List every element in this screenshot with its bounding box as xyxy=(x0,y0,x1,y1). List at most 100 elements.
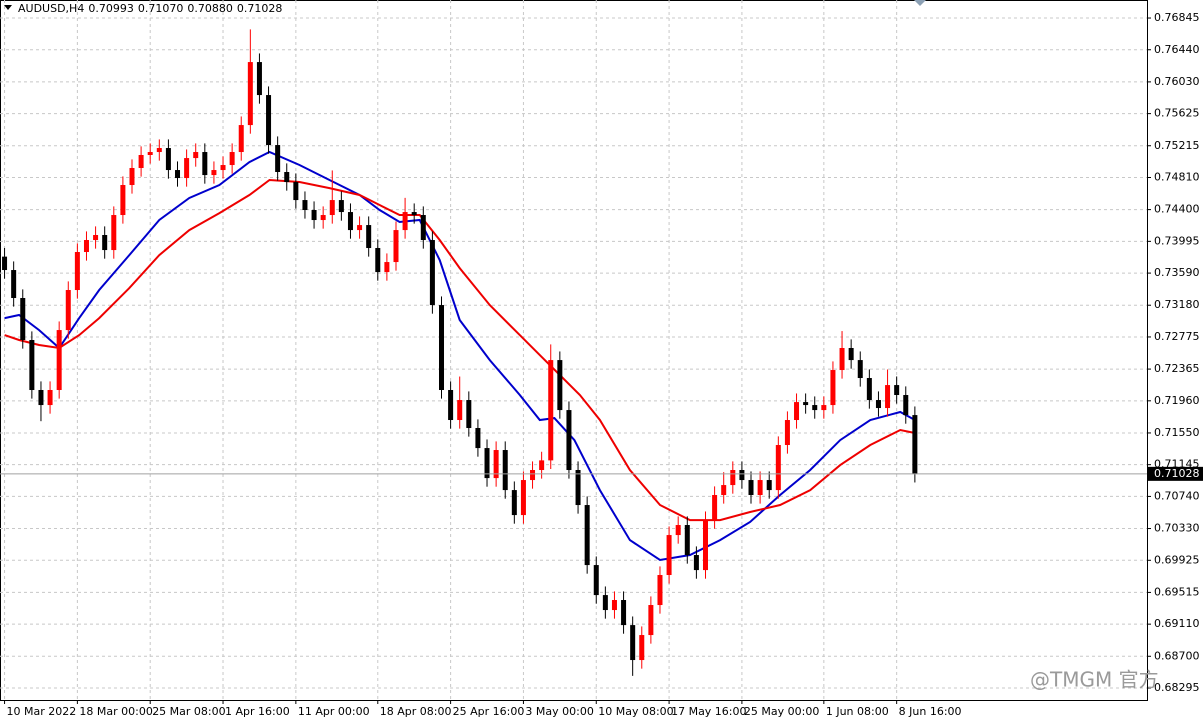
x-tick-label: 18 Apr 08:00 xyxy=(380,705,452,718)
candle-body xyxy=(648,605,654,636)
x-tick-label: 1 Apr 16:00 xyxy=(225,705,290,718)
x-tick-label: 10 May 08:00 xyxy=(598,705,673,718)
candle-body xyxy=(366,225,372,249)
candle-body xyxy=(156,148,162,153)
candle-body xyxy=(284,172,290,183)
current-price-label: 0.71028 xyxy=(1154,467,1200,480)
y-tick-label: 0.75215 xyxy=(1154,139,1200,152)
y-tick-label: 0.73995 xyxy=(1154,234,1200,247)
y-tick-label: 0.68700 xyxy=(1154,649,1200,662)
candle-body xyxy=(102,235,108,251)
candle-body xyxy=(475,428,481,449)
y-tick-label: 0.74810 xyxy=(1154,170,1200,183)
candle-body xyxy=(302,200,308,211)
candle-body xyxy=(593,565,599,596)
candle-body xyxy=(238,125,244,153)
candle-body xyxy=(766,480,772,491)
candle-body xyxy=(611,600,617,611)
candle-body xyxy=(411,212,417,216)
candle-body xyxy=(220,165,226,171)
y-tick-label: 0.69515 xyxy=(1154,585,1200,598)
candle-body xyxy=(65,290,71,331)
candle-body xyxy=(275,145,281,173)
candle-body xyxy=(439,305,445,391)
y-tick-label: 0.72365 xyxy=(1154,362,1200,375)
candle-body xyxy=(866,378,872,401)
candle-body xyxy=(575,470,581,506)
candle-body xyxy=(775,445,781,491)
current-price-box xyxy=(1148,466,1203,481)
x-tick-label: 11 Apr 00:00 xyxy=(298,705,370,718)
candle-body xyxy=(111,215,117,251)
candle-body xyxy=(721,485,727,496)
plot-frame xyxy=(0,0,1148,701)
candle-body xyxy=(138,154,144,169)
candle-body xyxy=(739,470,745,481)
y-tick-label: 0.76440 xyxy=(1154,43,1200,56)
candle-body xyxy=(375,248,381,273)
candle-body xyxy=(293,182,299,201)
candle-body xyxy=(448,390,454,421)
moving-averages xyxy=(4,150,916,562)
candle-body xyxy=(83,240,89,253)
candle-body xyxy=(93,235,99,241)
candle-body xyxy=(347,212,353,231)
chart-header: AUDUSD,H4 0.70993 0.71070 0.70880 0.71028 xyxy=(18,2,282,15)
candle-body xyxy=(120,185,126,216)
candle-body xyxy=(639,635,645,661)
candle-body xyxy=(38,390,44,406)
candle-body xyxy=(29,340,35,391)
y-tick-label: 0.69925 xyxy=(1154,553,1200,566)
y-tick-label: 0.71960 xyxy=(1154,394,1200,407)
moving-average-line xyxy=(4,150,916,562)
candle-body xyxy=(748,480,754,496)
x-tick-label: 25 Apr 16:00 xyxy=(453,705,525,718)
moving-average-line xyxy=(4,178,916,522)
axes: 0.76845 0.76440 0.76030 0.75625 0.75215 0.748… xyxy=(0,11,1203,718)
candle-body xyxy=(530,470,536,481)
candle-body xyxy=(147,152,153,155)
y-tick-label: 0.70330 xyxy=(1154,522,1200,535)
candle-body xyxy=(630,625,636,661)
candle-body xyxy=(702,520,708,571)
candle-body xyxy=(584,505,590,566)
candle-body xyxy=(247,62,253,126)
candle-body xyxy=(566,410,572,471)
candle-body xyxy=(839,348,845,371)
y-tick-label: 0.70740 xyxy=(1154,489,1200,502)
candle-body xyxy=(548,360,554,461)
candle-body xyxy=(457,400,463,421)
candle-body xyxy=(821,405,827,411)
candle-body xyxy=(557,360,563,411)
candle-body xyxy=(229,152,235,166)
candle-body xyxy=(129,168,135,186)
menu-arrow[interactable] xyxy=(4,5,12,10)
header-close: 0.71028 xyxy=(237,2,283,15)
candle-body xyxy=(74,252,80,291)
candle-body xyxy=(429,240,435,306)
candle-body xyxy=(602,595,608,611)
candle-body xyxy=(684,525,690,556)
candle-body xyxy=(875,400,881,409)
grid xyxy=(0,0,1147,700)
candle-body xyxy=(175,170,181,179)
candle-body xyxy=(466,400,472,429)
candle-body xyxy=(256,62,262,96)
candle-body xyxy=(511,490,517,516)
candle-body xyxy=(903,395,909,416)
candle-body xyxy=(484,448,490,479)
candle-body xyxy=(202,152,208,176)
x-tick-label: 1 Jun 08:00 xyxy=(826,705,889,718)
x-tick-label: 10 Mar 2022 xyxy=(7,705,77,718)
candle-body xyxy=(885,385,891,409)
y-tick-label: 0.76845 xyxy=(1154,11,1200,24)
candle-body xyxy=(329,200,335,216)
candle-body xyxy=(311,210,317,221)
y-tick-label: 0.68295 xyxy=(1154,681,1200,694)
y-tick-label: 0.69110 xyxy=(1154,617,1200,630)
x-tick-label: 25 May 00:00 xyxy=(744,705,819,718)
candle-body xyxy=(384,262,390,273)
candle-body xyxy=(730,470,736,486)
candle-body xyxy=(165,148,171,171)
